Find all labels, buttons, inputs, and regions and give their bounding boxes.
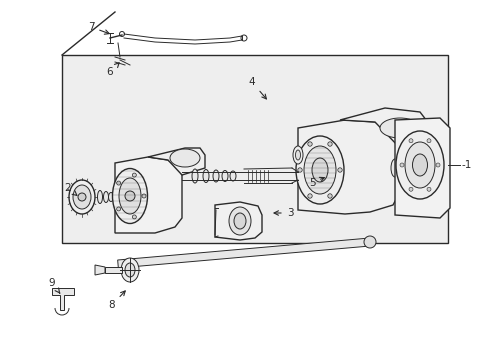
Polygon shape xyxy=(215,202,262,240)
Text: 7: 7 xyxy=(88,22,109,34)
Circle shape xyxy=(78,193,86,201)
Circle shape xyxy=(328,142,332,146)
Polygon shape xyxy=(395,118,450,218)
Ellipse shape xyxy=(230,171,236,181)
Ellipse shape xyxy=(312,158,328,182)
Circle shape xyxy=(400,163,404,167)
Polygon shape xyxy=(95,265,105,275)
Ellipse shape xyxy=(417,161,423,175)
Polygon shape xyxy=(52,288,74,310)
Ellipse shape xyxy=(119,178,141,214)
Polygon shape xyxy=(340,108,430,148)
Ellipse shape xyxy=(121,258,139,282)
Text: 2: 2 xyxy=(65,183,77,195)
Circle shape xyxy=(409,139,413,143)
Ellipse shape xyxy=(391,159,399,177)
Text: -1: -1 xyxy=(462,160,472,170)
Polygon shape xyxy=(105,267,122,273)
Ellipse shape xyxy=(125,263,135,277)
FancyBboxPatch shape xyxy=(62,55,448,243)
Circle shape xyxy=(328,194,332,198)
Circle shape xyxy=(427,187,431,191)
Circle shape xyxy=(132,173,136,177)
Ellipse shape xyxy=(103,192,108,202)
Circle shape xyxy=(427,139,431,143)
Circle shape xyxy=(298,168,302,172)
Ellipse shape xyxy=(405,161,412,176)
Ellipse shape xyxy=(203,170,209,183)
Ellipse shape xyxy=(170,149,200,167)
Circle shape xyxy=(338,168,342,172)
Ellipse shape xyxy=(229,207,251,235)
Circle shape xyxy=(142,194,146,198)
Circle shape xyxy=(117,181,121,185)
Circle shape xyxy=(117,207,121,211)
Ellipse shape xyxy=(69,180,95,214)
Polygon shape xyxy=(298,120,400,214)
Text: 5: 5 xyxy=(309,177,324,188)
Ellipse shape xyxy=(296,136,344,204)
Text: 9: 9 xyxy=(49,278,60,293)
Ellipse shape xyxy=(108,193,114,202)
Ellipse shape xyxy=(380,118,420,138)
Circle shape xyxy=(436,163,440,167)
Ellipse shape xyxy=(396,131,444,199)
Ellipse shape xyxy=(213,170,219,182)
Circle shape xyxy=(125,191,135,201)
Circle shape xyxy=(308,194,312,198)
Ellipse shape xyxy=(304,146,336,194)
Text: 8: 8 xyxy=(109,291,125,310)
Text: 6: 6 xyxy=(107,63,119,77)
Ellipse shape xyxy=(405,142,435,188)
Ellipse shape xyxy=(192,169,198,183)
Text: 4: 4 xyxy=(249,77,267,99)
Ellipse shape xyxy=(295,150,300,160)
Polygon shape xyxy=(118,238,370,268)
Ellipse shape xyxy=(234,213,246,229)
Polygon shape xyxy=(148,148,205,175)
Ellipse shape xyxy=(73,185,91,209)
Ellipse shape xyxy=(222,171,228,181)
Circle shape xyxy=(308,142,312,146)
Polygon shape xyxy=(115,157,182,233)
Circle shape xyxy=(364,236,376,248)
Text: 3: 3 xyxy=(274,208,294,218)
Ellipse shape xyxy=(113,168,147,224)
Circle shape xyxy=(409,187,413,191)
Ellipse shape xyxy=(98,190,102,203)
Ellipse shape xyxy=(293,146,303,164)
Circle shape xyxy=(132,215,136,219)
Ellipse shape xyxy=(413,154,427,176)
